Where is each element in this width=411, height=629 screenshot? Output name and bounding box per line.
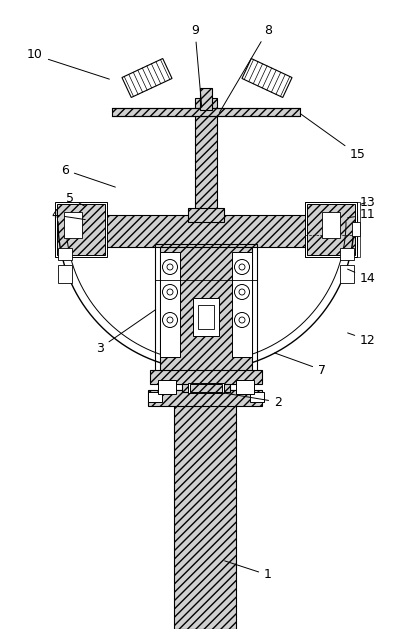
- Bar: [188, 208, 224, 222]
- Bar: [340, 265, 354, 283]
- Bar: [307, 204, 355, 255]
- Bar: [55, 202, 107, 257]
- Bar: [57, 204, 105, 255]
- Text: 11: 11: [348, 208, 376, 221]
- Text: 8: 8: [219, 23, 272, 113]
- Bar: [158, 380, 176, 394]
- Text: 2: 2: [221, 392, 282, 408]
- Bar: [305, 202, 360, 257]
- Bar: [232, 252, 252, 357]
- Text: 12: 12: [348, 333, 376, 347]
- Bar: [352, 222, 360, 236]
- Bar: [340, 248, 354, 260]
- Bar: [193, 298, 219, 336]
- Polygon shape: [242, 58, 292, 97]
- Bar: [112, 108, 300, 116]
- Text: 4: 4: [51, 208, 85, 221]
- Bar: [58, 248, 72, 260]
- Bar: [174, 390, 236, 629]
- Text: 13: 13: [360, 196, 376, 208]
- Circle shape: [235, 284, 249, 299]
- Text: 15: 15: [300, 114, 366, 162]
- Bar: [55, 215, 357, 247]
- Bar: [190, 384, 222, 392]
- Polygon shape: [122, 58, 172, 97]
- Text: 7: 7: [275, 353, 326, 377]
- Bar: [148, 392, 162, 402]
- Text: 3: 3: [96, 309, 156, 355]
- Bar: [160, 247, 252, 372]
- Bar: [148, 390, 262, 406]
- Bar: [198, 305, 214, 329]
- Bar: [188, 383, 224, 393]
- Text: 14: 14: [348, 269, 376, 284]
- Bar: [64, 212, 82, 238]
- Bar: [155, 244, 257, 376]
- Text: 1: 1: [225, 561, 272, 581]
- Text: 5: 5: [66, 191, 85, 207]
- Text: 10: 10: [27, 48, 109, 79]
- Bar: [195, 98, 217, 215]
- Bar: [160, 252, 180, 357]
- Text: 6: 6: [61, 164, 115, 187]
- Circle shape: [162, 260, 178, 274]
- Bar: [58, 265, 72, 283]
- Bar: [322, 212, 340, 238]
- Circle shape: [162, 313, 178, 328]
- Bar: [150, 370, 262, 384]
- Bar: [305, 202, 357, 257]
- Bar: [250, 392, 264, 402]
- Bar: [200, 88, 212, 110]
- Circle shape: [162, 284, 178, 299]
- Circle shape: [235, 260, 249, 274]
- Bar: [236, 380, 254, 394]
- Text: 9: 9: [191, 23, 202, 107]
- Bar: [182, 370, 230, 392]
- Circle shape: [235, 313, 249, 328]
